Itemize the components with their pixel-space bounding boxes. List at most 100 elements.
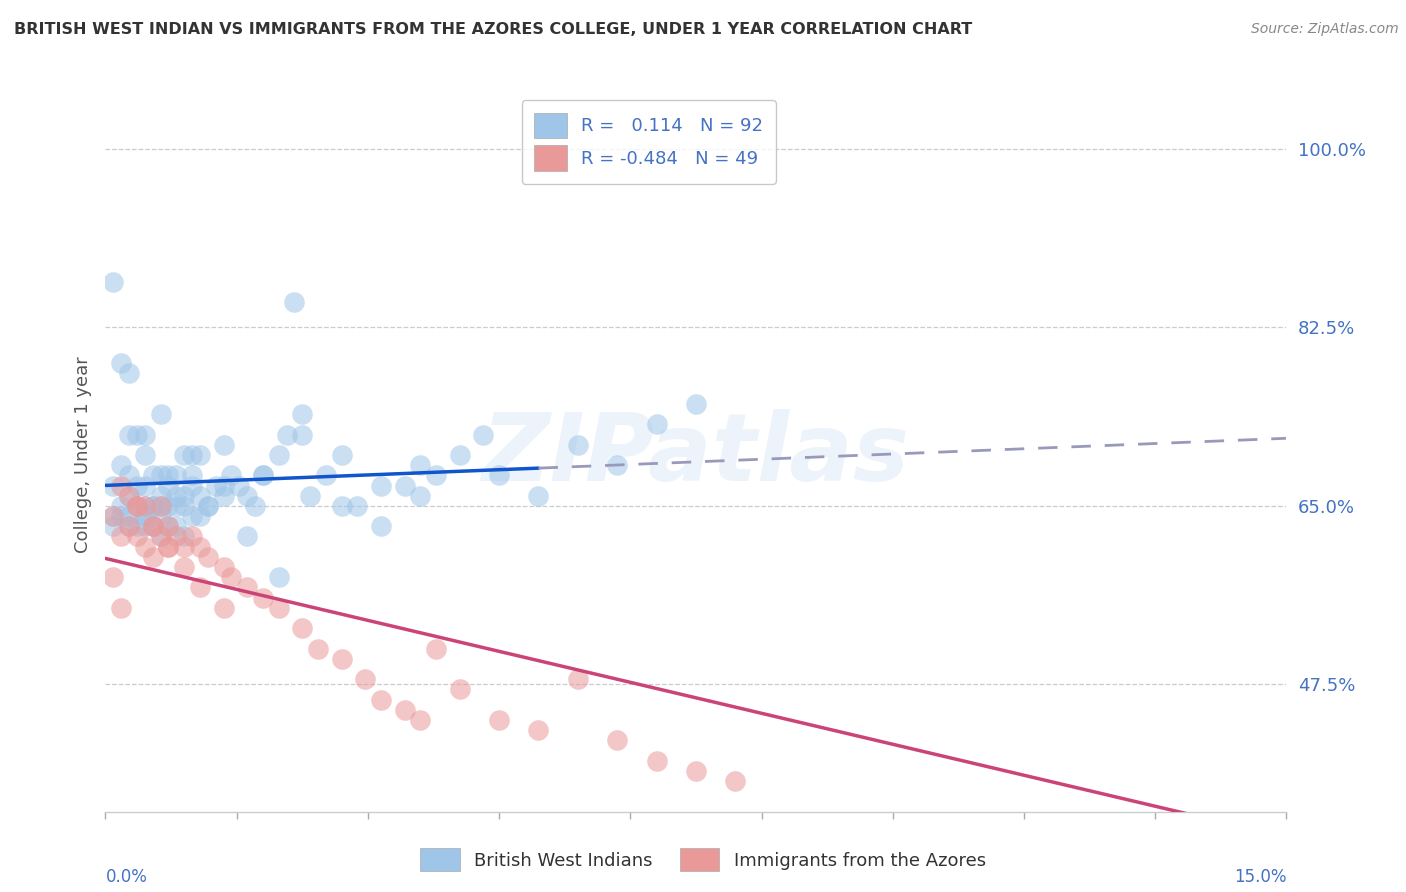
- Point: [149, 529, 172, 543]
- Point: [299, 489, 322, 503]
- Point: [142, 519, 165, 533]
- Point: [276, 427, 298, 442]
- Point: [236, 581, 259, 595]
- Point: [157, 519, 180, 533]
- Point: [125, 519, 148, 533]
- Point: [267, 600, 290, 615]
- Point: [134, 448, 156, 462]
- Point: [472, 427, 495, 442]
- Point: [110, 499, 132, 513]
- Point: [425, 641, 447, 656]
- Point: [188, 581, 211, 595]
- Point: [370, 478, 392, 492]
- Point: [125, 499, 148, 513]
- Point: [165, 468, 187, 483]
- Point: [173, 529, 195, 543]
- Point: [142, 519, 165, 533]
- Point: [103, 519, 125, 533]
- Point: [488, 468, 510, 483]
- Point: [149, 489, 172, 503]
- Point: [409, 713, 432, 727]
- Point: [212, 478, 235, 492]
- Point: [157, 478, 180, 492]
- Point: [110, 356, 132, 370]
- Point: [449, 448, 471, 462]
- Point: [236, 489, 259, 503]
- Point: [142, 499, 165, 513]
- Point: [346, 499, 368, 513]
- Point: [394, 478, 416, 492]
- Point: [142, 549, 165, 564]
- Text: 15.0%: 15.0%: [1234, 868, 1286, 886]
- Point: [134, 540, 156, 554]
- Point: [204, 478, 226, 492]
- Point: [197, 549, 219, 564]
- Point: [330, 499, 353, 513]
- Point: [330, 652, 353, 666]
- Point: [118, 489, 141, 503]
- Point: [125, 427, 148, 442]
- Point: [267, 448, 290, 462]
- Point: [165, 489, 187, 503]
- Point: [236, 529, 259, 543]
- Point: [142, 499, 165, 513]
- Point: [409, 489, 432, 503]
- Point: [181, 529, 204, 543]
- Point: [173, 499, 195, 513]
- Point: [125, 478, 148, 492]
- Point: [685, 764, 707, 778]
- Point: [110, 600, 132, 615]
- Point: [188, 489, 211, 503]
- Point: [354, 672, 377, 686]
- Point: [724, 774, 747, 789]
- Point: [527, 723, 550, 738]
- Point: [291, 621, 314, 635]
- Point: [212, 438, 235, 452]
- Point: [134, 427, 156, 442]
- Point: [173, 448, 195, 462]
- Point: [118, 509, 141, 524]
- Point: [134, 499, 156, 513]
- Point: [330, 448, 353, 462]
- Point: [527, 489, 550, 503]
- Point: [118, 468, 141, 483]
- Point: [118, 519, 141, 533]
- Point: [567, 438, 589, 452]
- Point: [118, 519, 141, 533]
- Point: [221, 570, 243, 584]
- Point: [149, 407, 172, 421]
- Point: [134, 509, 156, 524]
- Point: [181, 468, 204, 483]
- Point: [165, 519, 187, 533]
- Point: [125, 499, 148, 513]
- Point: [157, 540, 180, 554]
- Point: [228, 478, 250, 492]
- Point: [157, 519, 180, 533]
- Text: ZIPatlas: ZIPatlas: [482, 409, 910, 501]
- Point: [409, 458, 432, 472]
- Point: [173, 489, 195, 503]
- Point: [283, 295, 305, 310]
- Point: [134, 519, 156, 533]
- Point: [370, 692, 392, 706]
- Legend: British West Indians, Immigrants from the Azores: British West Indians, Immigrants from th…: [413, 841, 993, 879]
- Point: [165, 499, 187, 513]
- Point: [267, 570, 290, 584]
- Point: [125, 499, 148, 513]
- Point: [149, 509, 172, 524]
- Text: 0.0%: 0.0%: [105, 868, 148, 886]
- Point: [149, 499, 172, 513]
- Point: [125, 529, 148, 543]
- Point: [212, 600, 235, 615]
- Point: [685, 397, 707, 411]
- Point: [142, 468, 165, 483]
- Point: [307, 641, 329, 656]
- Point: [103, 570, 125, 584]
- Point: [425, 468, 447, 483]
- Point: [165, 529, 187, 543]
- Point: [157, 468, 180, 483]
- Point: [291, 427, 314, 442]
- Point: [157, 540, 180, 554]
- Point: [103, 478, 125, 492]
- Point: [157, 499, 180, 513]
